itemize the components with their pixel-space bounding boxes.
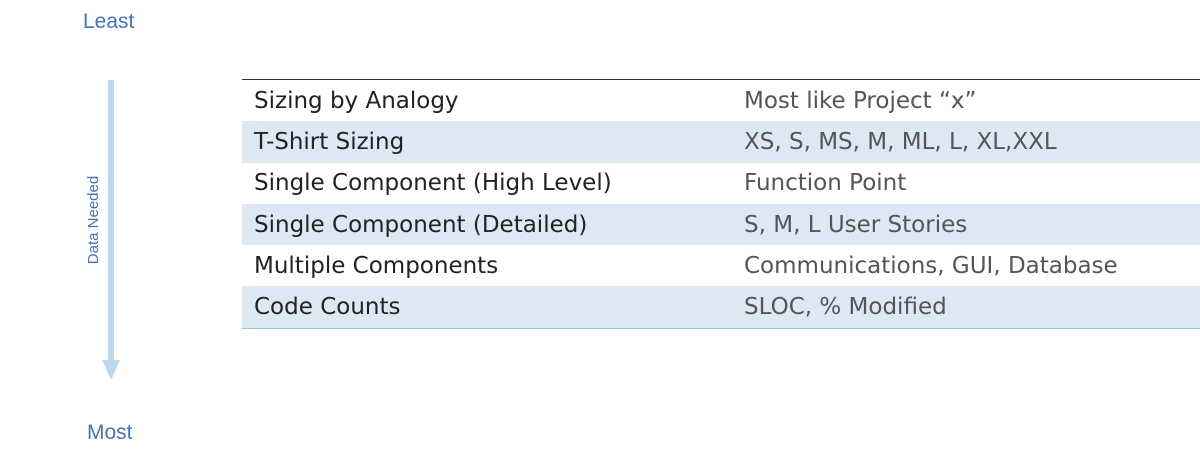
method: Single Component (High Level) xyxy=(254,170,612,197)
example: S, M, L User Stories xyxy=(744,211,968,238)
table-row: Code Counts SLOC, % Modified xyxy=(242,286,1200,328)
arrow: Data Needed xyxy=(85,80,120,380)
table-row: Sizing by Analogy Most like Project “x” xyxy=(242,80,1200,121)
example: SLOC, % Modified xyxy=(744,294,947,321)
method: Multiple Components xyxy=(254,252,499,279)
table-row: Single Component (Detailed) S, M, L User … xyxy=(242,203,1200,246)
method: Single Component (Detailed) xyxy=(254,211,588,238)
example: Communications, GUI, Database xyxy=(744,252,1118,279)
method: T-Shirt Sizing xyxy=(254,128,405,155)
example: Function Point xyxy=(744,170,907,197)
table-row: Multiple Components Communications, GUI, … xyxy=(242,245,1200,286)
example: Most like Project “x” xyxy=(744,87,977,114)
least-label: Least xyxy=(83,10,135,33)
table: Sizing by Analogy Most like Project “x” T-… xyxy=(242,79,1200,329)
most-label: Most xyxy=(87,421,133,444)
method: Sizing by Analogy xyxy=(254,87,459,114)
method: Code Counts xyxy=(254,294,401,321)
table-row: T-Shirt Sizing XS, S, MS, M, ML, L, XL,XX… xyxy=(242,121,1200,163)
axis-label: Data Needed xyxy=(85,176,102,264)
table-row: Single Component (High Level) Function Po… xyxy=(242,163,1200,204)
example: XS, S, MS, M, ML, L, XL,XXL xyxy=(744,128,1057,155)
